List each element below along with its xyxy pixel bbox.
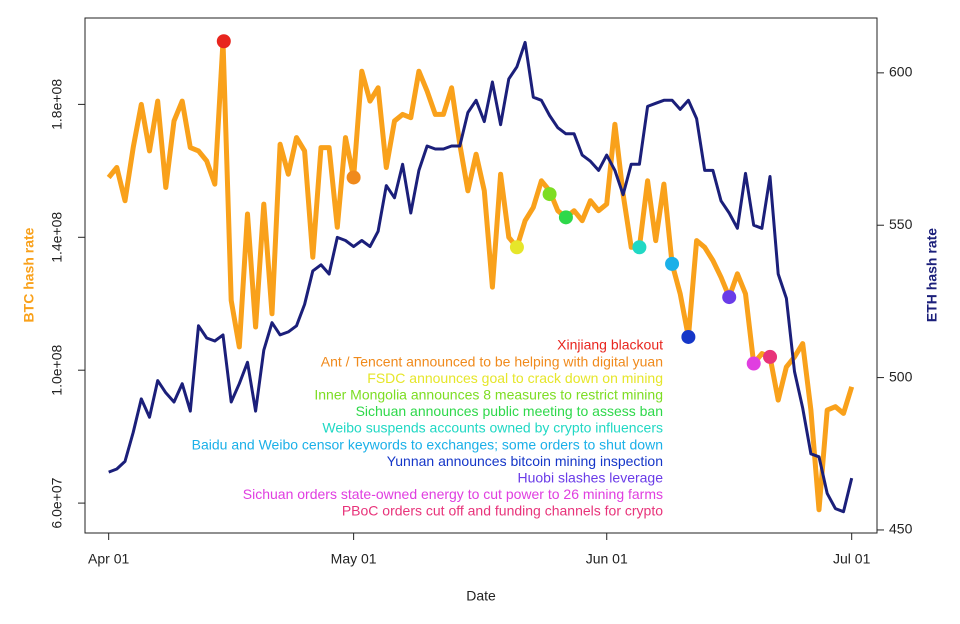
y-tick-label: 1.4e+08	[49, 212, 65, 263]
y2-tick-label: 550	[889, 216, 913, 232]
event-marker	[558, 210, 573, 225]
event-marker	[632, 240, 647, 255]
x-tick-label: May 01	[331, 551, 377, 567]
plot-frame	[84, 17, 878, 534]
x-axis-label: Date	[466, 588, 496, 604]
event-marker	[763, 349, 778, 364]
event-marker	[722, 290, 737, 305]
y2-axis-label: ETH hash rate	[924, 228, 940, 322]
event-marker	[746, 356, 761, 371]
y2-tick-label: 450	[889, 521, 913, 537]
x-tick-label: Jul 01	[833, 551, 871, 567]
event-label: FSDC announces goal to crack down on min…	[367, 370, 663, 386]
event-label: Sichuan orders state-owned energy to cut…	[243, 486, 663, 502]
event-label: Sichuan announces public meeting to asse…	[356, 403, 663, 419]
x-tick-label: Jun 01	[586, 551, 628, 567]
event-marker	[216, 34, 231, 49]
event-label: Baidu and Weibo censor keywords to excha…	[192, 436, 663, 452]
y2-tick-label: 500	[889, 368, 913, 384]
event-label: Xinjiang blackout	[557, 337, 663, 353]
event-marker	[681, 329, 696, 344]
event-marker	[542, 187, 557, 202]
event-marker	[509, 240, 524, 255]
y-tick-label: 1.0e+08	[49, 344, 65, 395]
event-label: Inner Mongolia announces 8 measures to r…	[314, 387, 663, 403]
series-line	[108, 40, 854, 514]
y-tick-label: 1.8e+08	[49, 79, 65, 130]
y-tick-label: 6.0e+07	[49, 477, 65, 528]
event-label: Huobi slashes leverage	[517, 470, 663, 486]
event-label: Ant / Tencent announced to be helping wi…	[321, 353, 663, 369]
x-tick-label: Apr 01	[88, 551, 129, 567]
event-label: Yunnan announces bitcoin mining inspecti…	[387, 453, 663, 469]
y-axis-label: BTC hash rate	[21, 227, 37, 322]
event-label: Weibo suspends accounts owned by crypto …	[322, 420, 663, 436]
event-marker	[665, 256, 680, 271]
y2-tick-label: 600	[889, 64, 913, 80]
event-label: PBoC orders cut off and funding channels…	[342, 503, 663, 519]
event-marker	[346, 170, 361, 185]
